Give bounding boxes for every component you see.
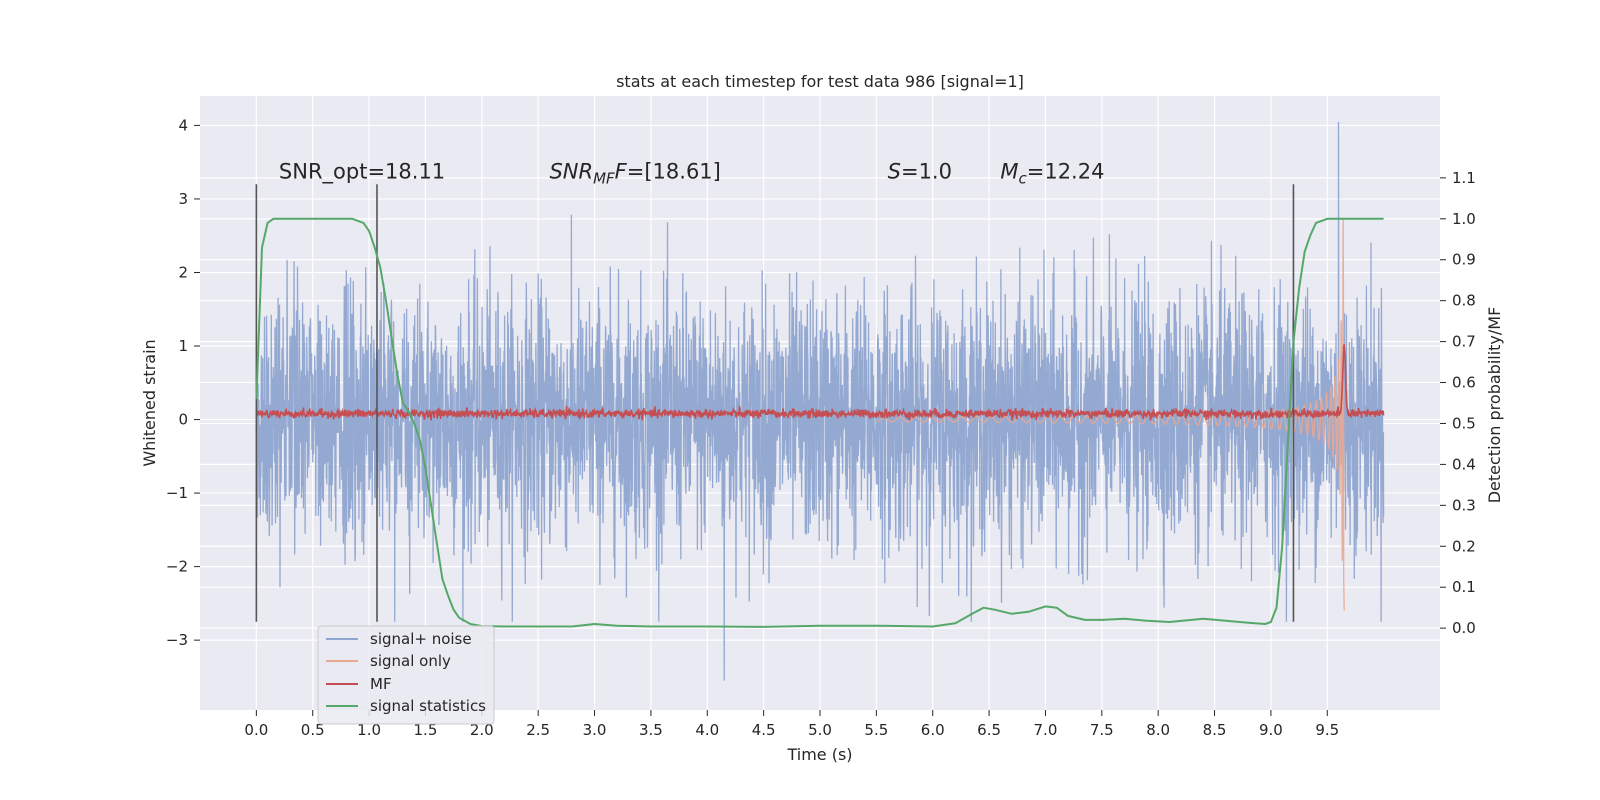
annotation-mc-sub: c [1018,169,1027,187]
x-tick-label-7: 3.5 [639,721,663,739]
line-signal-plus-noise [255,121,1385,681]
y2-tick-label-11: 1.1 [1452,169,1476,187]
y-tick-label-4: 1 [178,337,188,355]
x-tick-label-5: 2.5 [526,721,550,739]
chart-title: stats at each timestep for test data 986… [616,72,1024,91]
y-tick-label-3: 0 [178,411,188,429]
x-tick-label-17: 8.5 [1203,721,1227,739]
annotations: SNR_opt=18.11 SNRMFF=[18.61] S=1.0 Mc=12… [279,159,1105,187]
y2-tick-label-8: 0.8 [1452,292,1476,310]
annotation-snr-mf-rest: =[18.61] [627,159,721,183]
annotation-s-rest: =1.0 [901,159,952,183]
y2-tick-label-9: 0.9 [1452,251,1476,269]
y2-tick-label-1: 0.1 [1452,578,1476,596]
x-tick-label-8: 4.0 [695,721,719,739]
x-tick-label-9: 4.5 [752,721,776,739]
y2-tick-label-3: 0.3 [1452,496,1476,514]
legend-label-signal-statistics: signal statistics [370,697,486,715]
x-tick-label-15: 7.5 [1090,721,1114,739]
y2-tick-label-0: 0.0 [1452,619,1476,637]
y-tick-label-0: −3 [166,631,188,649]
y2-axis-label: Detection probability/MF [1485,307,1504,504]
series-signal-statistics [255,217,1384,628]
annotation-mc-base: M [1000,159,1018,183]
legend-label-mf: MF [370,675,392,693]
y2-tick-label-6: 0.6 [1452,374,1476,392]
annotation-s-base: S [888,159,901,183]
y2-tick-label-2: 0.2 [1452,537,1476,555]
y2-tick-label-5: 0.5 [1452,414,1476,432]
series-mf [255,344,1385,421]
annotation-snr-opt: SNR_opt=18.11 [279,159,445,184]
annotation-snr-mf-f: F [615,159,628,183]
y-axis-label: Whitened strain [140,339,159,466]
x-tick-label-6: 3.0 [583,721,607,739]
x-axis-label: Time (s) [786,745,852,764]
x-tick-label-10: 5.0 [808,721,832,739]
y-tick-label-5: 2 [178,263,188,281]
annotation-mc-rest: =12.24 [1027,159,1105,183]
line-mf [255,344,1385,421]
x-tick-label-19: 9.5 [1315,721,1339,739]
y2-tick-label-7: 0.7 [1452,333,1476,351]
y-tick-label-2: −1 [166,484,188,502]
y-tick-label-6: 3 [178,190,188,208]
x-tick-label-4: 2.0 [470,721,494,739]
annotation-s: S=1.0 [888,159,952,183]
annotation-mc: Mc=12.24 [1000,159,1104,187]
legend-label-signal-only: signal only [370,652,451,670]
legend: signal+ noise signal only MF signal stat… [317,625,495,725]
y2-tick-label-10: 1.0 [1452,210,1476,228]
x-tick-label-11: 5.5 [864,721,888,739]
annotation-snr-mf: SNRMFF=[18.61] [549,159,720,187]
x-tick-label-12: 6.0 [921,721,945,739]
x-tick-label-1: 0.5 [301,721,325,739]
x-tick-label-16: 8.0 [1146,721,1170,739]
line-signal-statistics [255,217,1384,628]
series-signal-plus-noise [255,121,1385,681]
legend-label-signal-plus-noise: signal+ noise [370,630,472,648]
x-tick-label-18: 9.0 [1259,721,1283,739]
legend-box [317,625,495,725]
x-tick-label-2: 1.0 [357,721,381,739]
x-tick-label-3: 1.5 [414,721,438,739]
x-tick-label-14: 7.0 [1034,721,1058,739]
x-tick-label-13: 6.5 [977,721,1001,739]
y2-tick-label-4: 0.4 [1452,455,1476,473]
x-tick-label-0: 0.0 [244,721,268,739]
annotation-snr-mf-base: SNR [549,159,593,183]
y-tick-label-1: −2 [166,558,188,576]
y-tick-label-7: 4 [178,116,188,134]
annotation-snr-mf-sub: MF [593,169,615,187]
ticks: 0.0 0.5 1.0 1.5 2.0 2.5 3.0 3.5 4.0 4.5 5.0 5.5 6.0 6… [166,116,1476,739]
